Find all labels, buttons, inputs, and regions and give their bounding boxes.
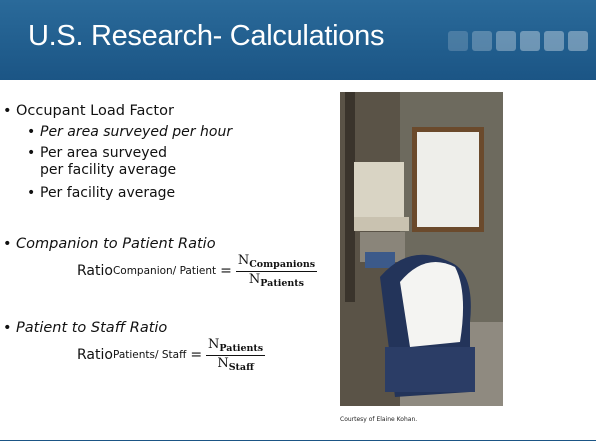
sub-bullet: Per area surveyed per facility average xyxy=(40,145,190,179)
decor xyxy=(544,31,564,51)
photo xyxy=(340,92,503,406)
symbol: N xyxy=(208,337,219,352)
decor xyxy=(496,31,516,51)
subscript: Patients xyxy=(219,343,263,354)
symbol: N xyxy=(249,272,260,287)
title: U.S. Research- Calculations xyxy=(28,20,384,53)
subscript: Patients xyxy=(260,278,304,289)
sub-bullet: Per facility average xyxy=(40,185,175,202)
subscript: Patients/ Staff xyxy=(113,349,186,361)
subscript: Companions xyxy=(249,259,315,270)
subscript: Staff xyxy=(229,362,254,373)
bullet: Occupant Load Factor xyxy=(16,103,174,119)
slide: U.S. Research- Calculations Occupant Loa… xyxy=(0,0,596,446)
symbol: N xyxy=(238,253,249,268)
decor xyxy=(472,31,492,51)
sub-bullet: Per area surveyed per hour xyxy=(40,124,232,141)
decor xyxy=(568,31,588,51)
base: Ratio xyxy=(77,263,113,279)
base: Ratio xyxy=(77,347,113,363)
fraction: NCompanions NPatients xyxy=(236,253,317,289)
decor xyxy=(520,31,540,51)
bullet: Patient to Staff Ratio xyxy=(16,320,167,336)
bottom-rule xyxy=(0,440,596,441)
decor xyxy=(448,31,468,51)
header-bar: U.S. Research- Calculations xyxy=(0,0,596,80)
equals: = xyxy=(220,263,232,279)
subscript: Companion/ Patient xyxy=(113,265,216,277)
equals: = xyxy=(190,347,202,363)
bullet: Companion to Patient Ratio xyxy=(16,236,216,252)
symbol: N xyxy=(217,356,228,371)
fraction: NPatients NStaff xyxy=(206,337,265,373)
caption: Courtesy of Elaine Kohan. xyxy=(340,416,417,423)
